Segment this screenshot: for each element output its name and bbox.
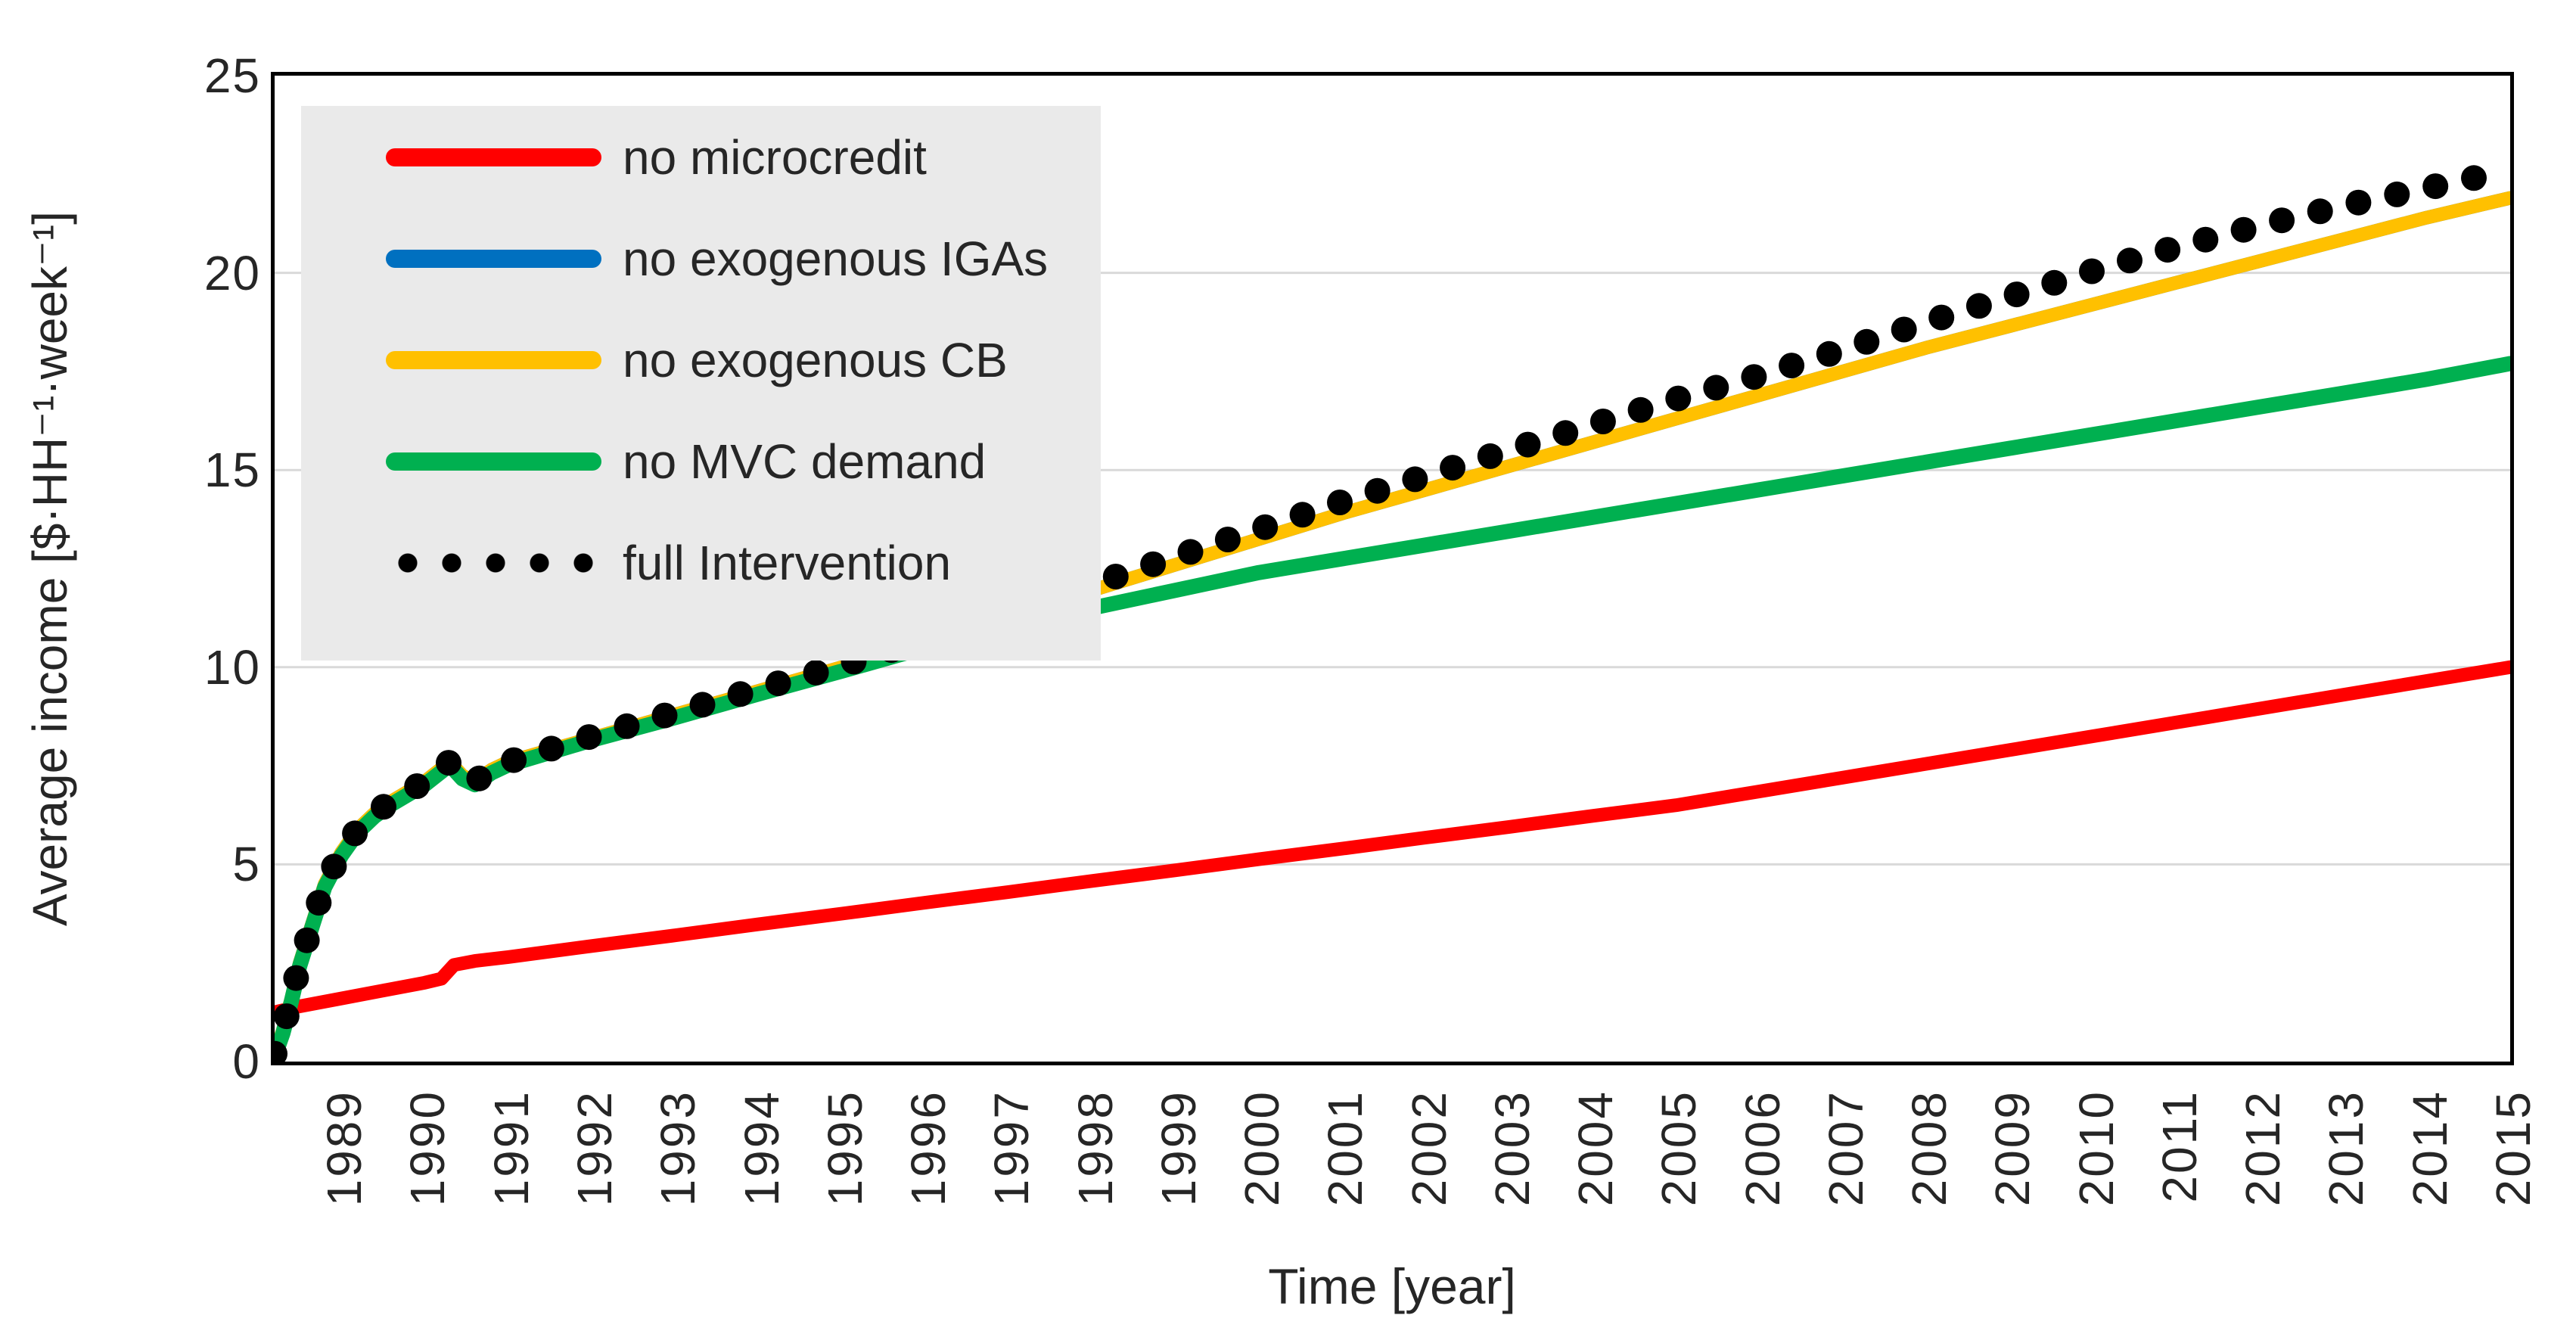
x-tick-label: 1994 xyxy=(734,1090,789,1207)
x-tick-label: 2010 xyxy=(2068,1090,2124,1207)
x-tick-label: 2013 xyxy=(2319,1090,2374,1207)
x-tick-label: 1990 xyxy=(400,1090,455,1207)
x-tick-label: 1999 xyxy=(1151,1090,1206,1207)
x-tick-label: 2012 xyxy=(2236,1090,2291,1207)
legend: no microcredit no exogenous IGAs no exog… xyxy=(301,106,1101,661)
x-tick-label: 2005 xyxy=(1652,1090,1707,1207)
x-tick-label: 1992 xyxy=(567,1090,622,1207)
legend-label: no microcredit xyxy=(623,130,927,185)
x-tick-label: 2002 xyxy=(1401,1090,1456,1207)
x-axis-title: Time [year] xyxy=(1268,1258,1516,1314)
x-tick-label: 2001 xyxy=(1318,1090,1373,1207)
x-tick-label: 1989 xyxy=(317,1090,372,1207)
legend-label: no MVC demand xyxy=(623,434,987,489)
legend-line-swatch-red xyxy=(386,148,601,166)
x-tick-label: 1997 xyxy=(984,1090,1039,1207)
y-tick-label: 5 xyxy=(232,837,261,892)
y-tick-label: 15 xyxy=(204,443,261,498)
legend-dots-swatch-black xyxy=(386,553,601,573)
y-tick-label: 20 xyxy=(204,245,261,300)
legend-item-no-microcredit: no microcredit xyxy=(386,121,1101,194)
legend-label: no exogenous CB xyxy=(623,333,1008,387)
x-tick-label: 1998 xyxy=(1067,1090,1123,1207)
legend-item-full-intervention: full Intervention xyxy=(386,527,1101,599)
x-tick-label: 2006 xyxy=(1735,1090,1790,1207)
y-tick-label: 0 xyxy=(232,1034,261,1089)
x-tick-label: 2014 xyxy=(2402,1090,2457,1207)
legend-label: full Intervention xyxy=(623,536,952,590)
legend-item-no-exogenous-cb: no exogenous CB xyxy=(386,324,1101,396)
plot-area: no microcredit no exogenous IGAs no exog… xyxy=(271,72,2514,1065)
x-tick-label: 2000 xyxy=(1235,1090,1290,1207)
x-tick-label: 2015 xyxy=(2486,1090,2540,1207)
x-tick-label: 1993 xyxy=(651,1090,706,1207)
x-tick-label: 1991 xyxy=(483,1090,539,1207)
legend-item-no-exogenous-igas: no exogenous IGAs xyxy=(386,222,1101,295)
y-tick-label: 10 xyxy=(204,639,261,695)
x-tick-label: 2011 xyxy=(2152,1090,2207,1203)
x-tick-label: 2009 xyxy=(1985,1090,2040,1207)
y-tick-label: 25 xyxy=(204,48,261,103)
legend-line-swatch-yellow xyxy=(386,351,601,369)
legend-line-swatch-green xyxy=(386,452,601,471)
legend-item-no-mvc-demand: no MVC demand xyxy=(386,425,1101,498)
legend-line-swatch-blue xyxy=(386,250,601,268)
x-tick-label: 2008 xyxy=(1902,1090,1957,1207)
x-tick-label: 1996 xyxy=(901,1090,956,1207)
legend-label: no exogenous IGAs xyxy=(623,232,1049,286)
x-tick-label: 2003 xyxy=(1484,1090,1540,1207)
y-axis-title: Average income [$·HH⁻¹·week⁻¹] xyxy=(23,211,77,926)
x-tick-label: 2004 xyxy=(1568,1090,1624,1207)
x-tick-label: 2007 xyxy=(1818,1090,1873,1207)
x-tick-label: 1995 xyxy=(817,1090,872,1207)
